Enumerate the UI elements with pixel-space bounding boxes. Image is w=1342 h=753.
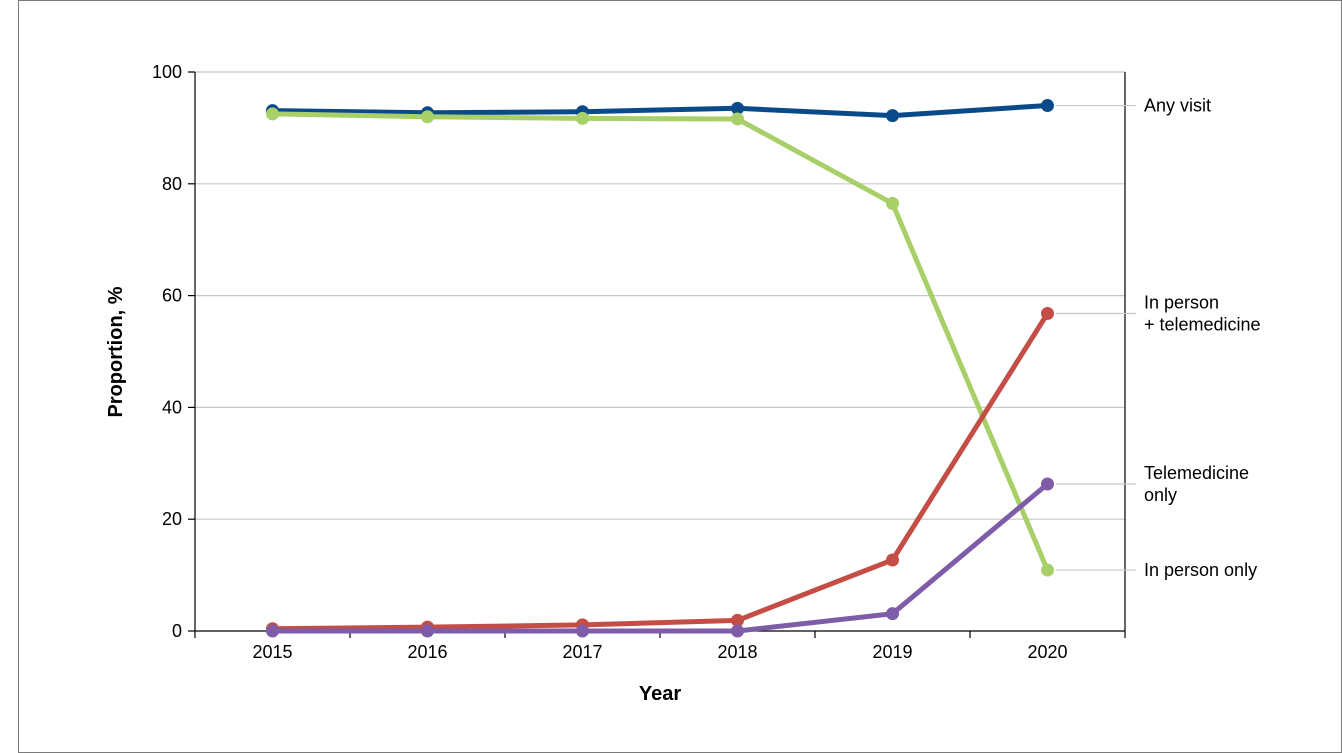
y-tick-label: 100 [152, 62, 182, 82]
data-point [886, 553, 899, 567]
chart-frame [18, 0, 1342, 753]
y-tick-label: 0 [172, 621, 182, 641]
data-point [1041, 563, 1054, 577]
x-tick-label: 2019 [872, 642, 912, 662]
y-tick-label: 60 [162, 286, 182, 306]
y-tick-label: 20 [162, 509, 182, 529]
data-point [266, 624, 279, 638]
series-label: + telemedicine [1144, 314, 1261, 334]
series-label: In person [1144, 292, 1219, 312]
series-line [270, 111, 1050, 573]
x-tick-label: 2020 [1027, 642, 1067, 662]
data-point [576, 624, 589, 638]
series-in-person-only [266, 107, 1054, 577]
data-point [576, 111, 589, 125]
data-point [886, 109, 899, 123]
data-point [731, 613, 744, 627]
y-tick-label: 40 [162, 397, 182, 417]
x-tick-label: 2017 [562, 642, 602, 662]
data-point [1041, 477, 1054, 491]
series-labels: Any visit In person only In person+ teleme… [1055, 96, 1261, 580]
data-point [731, 101, 744, 115]
y-tick-label: 80 [162, 174, 182, 194]
series-label-group: Any visit [1055, 96, 1211, 116]
series-in-person-telemedicine [266, 306, 1054, 636]
series-label-group: In person only [1055, 560, 1257, 580]
series-label: only [1144, 485, 1177, 505]
data-point [731, 112, 744, 126]
series-label: Any visit [1144, 96, 1211, 116]
data-point [421, 624, 434, 638]
x-tick-label: 2015 [252, 642, 292, 662]
data-point [886, 196, 899, 210]
data-point [421, 110, 434, 124]
data-point [266, 107, 279, 121]
series [266, 99, 1054, 638]
x-axis-title: Year [639, 683, 681, 705]
series-label: Telemedicine [1144, 463, 1249, 483]
series-label-group: In person+ telemedicine [1055, 292, 1261, 334]
ticks: 0 20 40 60 80 100 2015 2016 2017 2018 2019 2020 [152, 62, 1126, 662]
x-tick-label: 2018 [717, 642, 757, 662]
data-point [731, 624, 744, 638]
series-label: In person only [1144, 560, 1257, 580]
data-point [1041, 99, 1054, 113]
gridlines [195, 71, 1125, 520]
x-tick-label: 2016 [407, 642, 447, 662]
y-axis-title: Proportion, % [105, 286, 127, 417]
series-line [270, 311, 1050, 632]
data-point [1041, 306, 1054, 320]
data-point [886, 607, 899, 621]
series-telemedicine-only [266, 477, 1054, 638]
series-line [270, 103, 1050, 119]
series-line [270, 481, 1050, 634]
axes [194, 72, 1126, 632]
